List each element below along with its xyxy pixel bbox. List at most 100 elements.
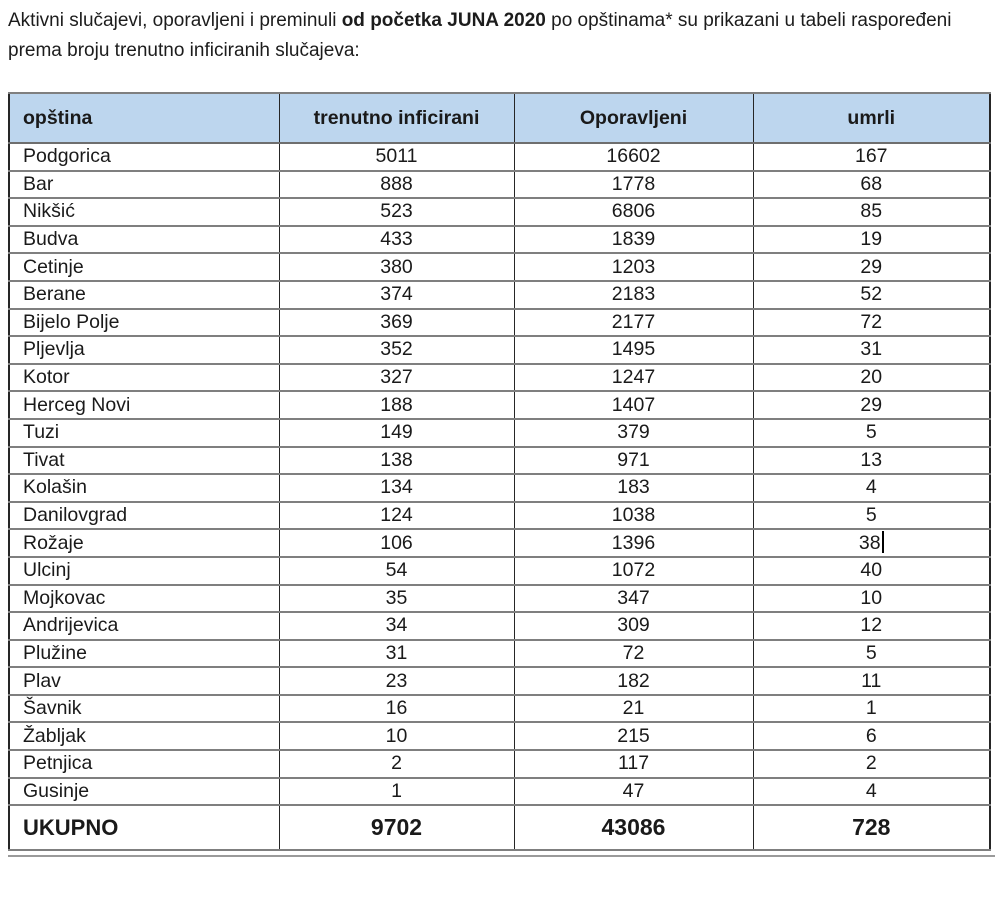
- table-row: Kotor 327 1247 20: [8, 362, 991, 393]
- value-cell: 182: [513, 666, 754, 696]
- table-row: Petnjica 2 117 2: [8, 749, 991, 779]
- value-cell: 2: [278, 749, 515, 779]
- column-header-trenutno-inficirani: trenutno inficirani: [278, 92, 515, 144]
- value-cell: 347: [513, 583, 754, 614]
- municipality-name-cell: Podgorica: [8, 142, 280, 172]
- value-cell: 4: [752, 776, 991, 807]
- column-header-opstina: opština: [8, 92, 280, 144]
- value-cell: 5011: [278, 142, 515, 172]
- value-cell: 433: [278, 224, 515, 255]
- municipality-name-cell: Plužine: [8, 638, 280, 669]
- intro-text-before: Aktivni slučajevi, oporavljeni i preminu…: [8, 10, 342, 31]
- value-cell: 117: [513, 749, 754, 779]
- value-cell: 106: [278, 528, 515, 558]
- municipality-name-cell: Andrijevica: [8, 611, 280, 641]
- table-row: Šavnik 16 21 1: [8, 693, 991, 724]
- total-infected: 9702: [278, 804, 515, 852]
- intro-text: Aktivni slučajevi, oporavljeni i preminu…: [8, 6, 988, 66]
- value-cell: 4: [752, 473, 991, 503]
- value-cell: 5: [752, 500, 991, 531]
- value-cell: 1247: [513, 362, 754, 393]
- table-row: Bar 888 1778 68: [8, 169, 991, 200]
- value-cell: 16602: [513, 142, 754, 172]
- value-cell: 188: [278, 390, 515, 420]
- table-row: Tuzi 149 379 5: [8, 417, 991, 448]
- value-cell: 31: [752, 335, 991, 365]
- header-row: opština trenutno inficirani Oporavljeni …: [8, 92, 991, 144]
- table-row: Herceg Novi 188 1407 29: [8, 390, 991, 420]
- municipality-name-cell: Cetinje: [8, 252, 280, 282]
- table-row: Budva 433 1839 19: [8, 224, 991, 255]
- column-header-umrli: umrli: [752, 92, 991, 144]
- value-cell: 6: [752, 721, 991, 752]
- value-cell: 1038: [513, 500, 754, 531]
- value-cell: 21: [513, 693, 754, 724]
- municipality-name-cell: Rožaje: [8, 528, 280, 558]
- municipality-name-cell: Kolašin: [8, 473, 280, 503]
- value-cell: 1495: [513, 335, 754, 365]
- table-row: Rožaje 106 1396 38: [8, 528, 991, 558]
- table-container: opština trenutno inficirani Oporavljeni …: [8, 92, 1000, 858]
- value-cell: 1839: [513, 224, 754, 255]
- value-cell: 20: [752, 362, 991, 393]
- value-cell: 2177: [513, 307, 754, 338]
- value-cell: 54: [278, 555, 515, 586]
- value-cell: 1: [752, 693, 991, 724]
- total-deaths: 728: [752, 804, 991, 852]
- value-cell: 138: [278, 445, 515, 476]
- value-cell: 124: [278, 500, 515, 531]
- municipality-name-cell: Nikšić: [8, 197, 280, 227]
- municipality-name-cell: Tivat: [8, 445, 280, 476]
- municipality-name-cell: Kotor: [8, 362, 280, 393]
- municipalities-table: opština trenutno inficirani Oporavljeni …: [8, 92, 991, 852]
- column-header-oporavljeni: Oporavljeni: [513, 92, 754, 144]
- municipality-name-cell: Plav: [8, 666, 280, 696]
- value-cell: 10: [752, 583, 991, 614]
- municipality-name-cell: Danilovgrad: [8, 500, 280, 531]
- value-cell: 47: [513, 776, 754, 807]
- intro-text-bold: od početka JUNA 2020: [341, 10, 546, 31]
- total-label: UKUPNO: [8, 804, 280, 852]
- table-bottom-line: [8, 855, 995, 858]
- municipality-name-cell: Bar: [8, 169, 280, 200]
- value-cell: 72: [513, 638, 754, 669]
- value-cell: 1407: [513, 390, 754, 420]
- value-cell: 38: [752, 528, 991, 558]
- value-cell: 1: [278, 776, 515, 807]
- value-cell: 369: [278, 307, 515, 338]
- value-cell: 374: [278, 279, 515, 310]
- value-cell: 5: [752, 417, 991, 448]
- value-cell: 52: [752, 279, 991, 310]
- table-row: Berane 374 2183 52: [8, 279, 991, 310]
- value-cell: 309: [513, 611, 754, 641]
- value-cell: 29: [752, 390, 991, 420]
- table-row: Pljevlja 352 1495 31: [8, 335, 991, 365]
- value-cell: 971: [513, 445, 754, 476]
- table-row: Mojkovac 35 347 10: [8, 583, 991, 614]
- municipality-name-cell: Pljevlja: [8, 335, 280, 365]
- municipality-name-cell: Budva: [8, 224, 280, 255]
- value-cell: 149: [278, 417, 515, 448]
- municipality-name-cell: Šavnik: [8, 693, 280, 724]
- value-cell: 327: [278, 362, 515, 393]
- table-footer: UKUPNO 9702 43086 728: [8, 804, 991, 852]
- value-cell: 85: [752, 197, 991, 227]
- table-row: Podgorica 5011 16602 167: [8, 142, 991, 172]
- value-cell: 19: [752, 224, 991, 255]
- value-cell: 380: [278, 252, 515, 282]
- value-cell: 68: [752, 169, 991, 200]
- value-cell: 2: [752, 749, 991, 779]
- value-cell: 183: [513, 473, 754, 503]
- municipality-name-cell: Herceg Novi: [8, 390, 280, 420]
- table-row: Tivat 138 971 13: [8, 445, 991, 476]
- value-cell: 5: [752, 638, 991, 669]
- value-cell: 16: [278, 693, 515, 724]
- value-cell: 523: [278, 197, 515, 227]
- value-cell: 23: [278, 666, 515, 696]
- value-cell: 134: [278, 473, 515, 503]
- municipality-name-cell: Petnjica: [8, 749, 280, 779]
- table-row: Bijelo Polje 369 2177 72: [8, 307, 991, 338]
- table-row: Danilovgrad 124 1038 5: [8, 500, 991, 531]
- table-row: Cetinje 380 1203 29: [8, 252, 991, 282]
- value-cell: 352: [278, 335, 515, 365]
